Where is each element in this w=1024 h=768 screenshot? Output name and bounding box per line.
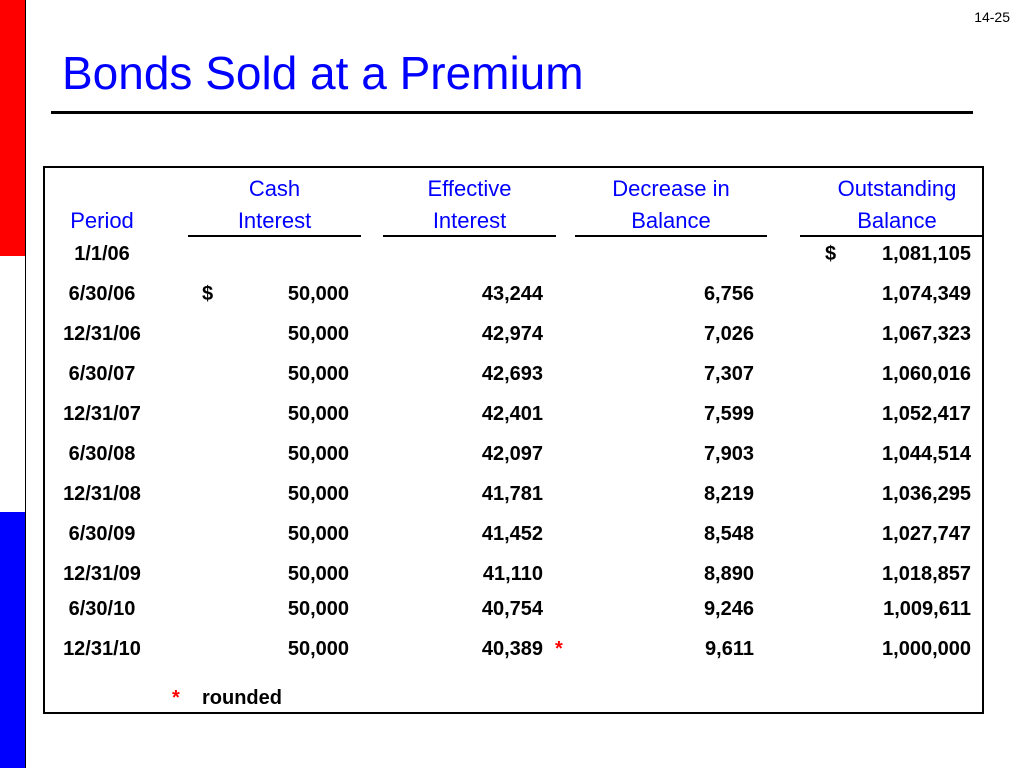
cell-decrease-balance: 8,890 bbox=[703, 563, 754, 585]
cell-cash-interest: 50,000 bbox=[287, 363, 349, 385]
header-effective-line1: Effective bbox=[427, 176, 512, 201]
cell-decrease-balance: 7,307 bbox=[703, 363, 754, 385]
cell-effective-interest: 40,754 bbox=[481, 598, 543, 620]
cell-outstanding-balance: 1,018,857 bbox=[882, 563, 971, 585]
cell-cash-dollar: $ bbox=[202, 283, 214, 305]
header-effective-interest: Effective Interest bbox=[383, 173, 556, 237]
rounded-marker: * bbox=[555, 638, 563, 660]
cell-decrease-balance: 8,548 bbox=[703, 523, 754, 545]
header-underline-effective bbox=[383, 235, 556, 237]
cell-cash-interest: 50,000 bbox=[287, 283, 349, 305]
header-period: Period bbox=[43, 173, 161, 237]
cell-outstanding-balance: 1,074,349 bbox=[882, 283, 971, 305]
cell-outstanding-balance: 1,036,295 bbox=[882, 483, 971, 505]
header-period-line1 bbox=[43, 173, 161, 205]
cell-decrease-balance: 7,903 bbox=[703, 443, 754, 465]
cell-decrease-balance: 9,611 bbox=[705, 638, 754, 660]
header-effective-line2: Interest bbox=[432, 208, 507, 233]
cell-effective-interest: 42,401 bbox=[481, 403, 543, 425]
cell-outstanding-dollar: $ bbox=[825, 243, 837, 265]
cell-outstanding-balance: 1,081,105 bbox=[882, 243, 971, 265]
cell-period: 12/31/10 bbox=[63, 638, 141, 660]
decorative-stripe-white bbox=[0, 256, 26, 512]
cell-cash-interest: 50,000 bbox=[287, 483, 349, 505]
cell-period: 1/1/06 bbox=[74, 243, 130, 265]
cell-period: 12/31/06 bbox=[63, 323, 141, 345]
cell-cash-interest: 50,000 bbox=[287, 323, 349, 345]
footnote-marker: * bbox=[172, 687, 180, 709]
cell-effective-interest: 42,974 bbox=[481, 323, 543, 345]
header-outstanding-balance: Outstanding Balance bbox=[800, 173, 994, 237]
cell-decrease-balance: 7,026 bbox=[703, 323, 754, 345]
cell-effective-interest: 41,452 bbox=[481, 523, 543, 545]
cell-cash-interest: 50,000 bbox=[287, 403, 349, 425]
cell-outstanding-balance: 1,000,000 bbox=[882, 638, 971, 660]
title-divider bbox=[51, 111, 973, 114]
decorative-stripe-red bbox=[0, 0, 26, 256]
cell-period: 12/31/09 bbox=[63, 563, 141, 585]
cell-outstanding-balance: 1,067,323 bbox=[882, 323, 971, 345]
cell-cash-interest: 50,000 bbox=[287, 523, 349, 545]
cell-period: 6/30/08 bbox=[68, 443, 136, 465]
cell-period: 6/30/06 bbox=[68, 283, 136, 305]
cell-effective-interest: 42,693 bbox=[481, 363, 543, 385]
header-underline-outstanding bbox=[800, 235, 983, 237]
header-cash-line2: Interest bbox=[237, 208, 312, 233]
cell-period: 6/30/10 bbox=[68, 598, 136, 620]
header-outstanding-line2: Balance bbox=[857, 208, 937, 233]
footnote-text: rounded bbox=[202, 687, 282, 709]
slide-number: 14-25 bbox=[974, 9, 1010, 25]
header-outstanding-line1: Outstanding bbox=[837, 176, 957, 201]
cell-effective-interest: 43,244 bbox=[481, 283, 543, 305]
cell-period: 6/30/07 bbox=[68, 363, 136, 385]
header-cash-line1: Cash bbox=[248, 176, 301, 201]
cell-decrease-balance: 6,756 bbox=[703, 283, 754, 305]
cell-cash-interest: 50,000 bbox=[287, 638, 349, 660]
cell-outstanding-balance: 1,009,611 bbox=[883, 598, 971, 620]
cell-period: 12/31/07 bbox=[63, 403, 141, 425]
decorative-stripe-blue bbox=[0, 512, 26, 768]
cell-cash-interest: 50,000 bbox=[287, 563, 349, 585]
header-decrease-line1: Decrease in bbox=[612, 176, 730, 201]
cell-outstanding-balance: 1,027,747 bbox=[882, 523, 971, 545]
cell-effective-interest: 41,110 bbox=[482, 563, 543, 585]
cell-decrease-balance: 7,599 bbox=[703, 403, 754, 425]
cell-outstanding-balance: 1,044,514 bbox=[882, 443, 971, 465]
page-title: Bonds Sold at a Premium bbox=[62, 47, 584, 99]
header-underline-cash bbox=[188, 235, 361, 237]
stripe-border bbox=[25, 0, 26, 768]
cell-decrease-balance: 8,219 bbox=[703, 483, 754, 505]
cell-cash-interest: 50,000 bbox=[287, 443, 349, 465]
cell-period: 6/30/09 bbox=[68, 523, 136, 545]
header-underline-decrease bbox=[575, 235, 767, 237]
cell-outstanding-balance: 1,052,417 bbox=[882, 403, 971, 425]
header-decrease-line2: Balance bbox=[631, 208, 711, 233]
cell-effective-interest: 41,781 bbox=[481, 483, 543, 505]
cell-period: 12/31/08 bbox=[63, 483, 141, 505]
header-period-line2: Period bbox=[70, 208, 134, 233]
cell-effective-interest: 42,097 bbox=[481, 443, 543, 465]
cell-effective-interest: 40,389 bbox=[481, 638, 543, 660]
cell-outstanding-balance: 1,060,016 bbox=[882, 363, 971, 385]
cell-cash-interest: 50,000 bbox=[287, 598, 349, 620]
cell-decrease-balance: 9,246 bbox=[703, 598, 754, 620]
header-cash-interest: Cash Interest bbox=[188, 173, 361, 237]
amortization-table bbox=[43, 166, 984, 714]
header-decrease-balance: Decrease in Balance bbox=[575, 173, 767, 237]
